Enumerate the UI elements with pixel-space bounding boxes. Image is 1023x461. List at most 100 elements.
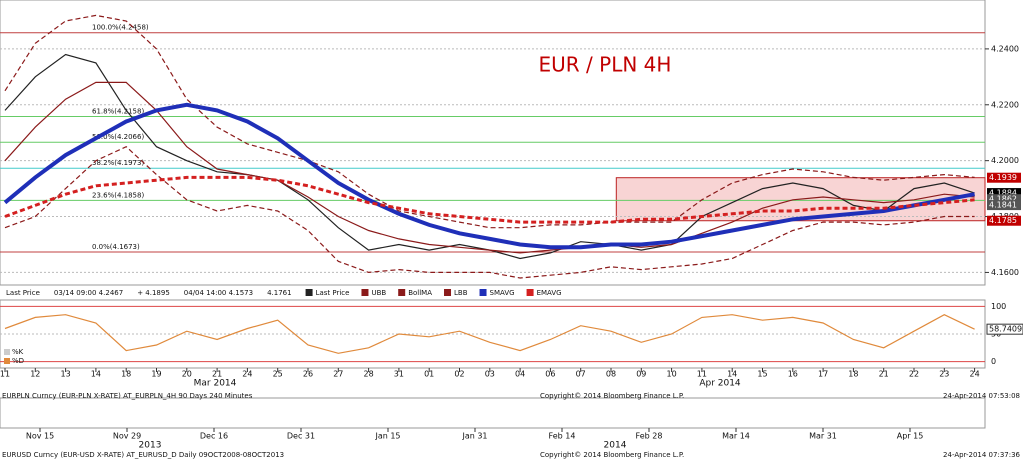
x-tick-label: 14 (727, 370, 737, 379)
x-tick-label: 24 (970, 370, 980, 379)
price-label: 4.1841 (989, 201, 1017, 210)
y-tick-label: 4.2400 (991, 44, 1019, 53)
x-tick-label: 10 (667, 370, 677, 379)
legend-swatch (398, 289, 406, 296)
legend-swatch (479, 289, 487, 296)
x-tick-label: 11 (697, 370, 707, 379)
x-tick-label: Dec 31 (287, 432, 315, 441)
x-tick-label: Jan 31 (461, 432, 487, 441)
x-tick-label: 04 (515, 370, 525, 379)
legend-swatch (526, 289, 534, 296)
x-tick-label: 15 (757, 370, 767, 379)
year-label: 2013 (139, 441, 162, 451)
price-label: 4.1939 (989, 173, 1017, 182)
footer-text: EURUSD Curncy (EUR-USD X-RATE) AT_EURUSD… (2, 451, 284, 459)
legend-text: UBB (371, 289, 386, 297)
price-label-box (987, 188, 1021, 199)
footer-text: EURPLN Curncy (EUR-PLN X-RATE) AT_EURPLN… (2, 392, 253, 400)
footer-text: Copyright© 2014 Bloomberg Finance L.P. (540, 392, 684, 400)
fib-label: 23.6%(4.1858) (92, 191, 144, 199)
last-value-label: 58.7409 (989, 325, 1022, 334)
legend-text: Last Price (6, 289, 40, 297)
legend-text: %D (12, 357, 24, 365)
x-tick-label: Dec 16 (200, 432, 228, 441)
x-tick-label: 23 (939, 370, 949, 379)
month-label: Mar 2014 (194, 379, 237, 389)
x-tick-label: Feb 28 (636, 432, 663, 441)
legend-swatch (361, 289, 369, 296)
legend-text: %K (12, 348, 24, 356)
x-tick-label: 17 (818, 370, 828, 379)
price-label: 4.1884 (989, 189, 1017, 198)
legend-swatch (444, 289, 452, 296)
x-tick-label: 07 (576, 370, 586, 379)
legend-text: BollMA (408, 289, 432, 297)
y-tick-label: 4.2200 (991, 100, 1019, 109)
x-tick-label: Feb 14 (549, 432, 576, 441)
x-tick-label: 18 (121, 370, 131, 379)
x-tick-label: Jan 15 (374, 432, 400, 441)
series-line (4, 175, 975, 224)
x-tick-label: 18 (848, 370, 858, 379)
legend-swatch (4, 349, 10, 355)
price-label: 4.1785 (989, 216, 1017, 225)
chart-title: EUR / PLN 4H (539, 53, 672, 77)
last-value-box (986, 323, 1023, 335)
footer-text: 24-Apr-2014 07:53:08 (943, 392, 1020, 400)
y-tick-label: 100 (991, 302, 1006, 311)
price-label-box (987, 215, 1021, 226)
x-tick-label: 12 (30, 370, 40, 379)
price-label-box (987, 172, 1021, 183)
legend-text: Last Price (316, 289, 350, 297)
footer-text: 24-Apr-2014 07:37:36 (943, 451, 1020, 459)
legend-text: LBB (454, 289, 468, 297)
lower-panel (0, 397, 986, 429)
fib-label: 0.0%(4.1673) (92, 243, 140, 251)
x-tick-label: 01 (424, 370, 434, 379)
price-label-box (987, 194, 1021, 205)
y-tick-label: 0 (991, 357, 996, 366)
x-tick-label: Mar 14 (722, 432, 750, 441)
y-tick-label: 4.2000 (991, 156, 1019, 165)
x-tick-label: 19 (151, 370, 161, 379)
x-tick-label: 31 (394, 370, 404, 379)
x-tick-label: Nov 15 (26, 432, 54, 441)
x-tick-label: 14 (91, 370, 101, 379)
x-tick-label: 11 (0, 370, 10, 379)
month-label: Apr 2014 (699, 379, 741, 389)
legend-swatch (305, 289, 313, 296)
legend-text: SMAVG (490, 289, 515, 297)
price-label-box (987, 200, 1021, 211)
x-tick-label: 09 (636, 370, 646, 379)
x-tick-label: 22 (909, 370, 919, 379)
series-line (4, 81, 975, 254)
x-tick-label: 16 (788, 370, 798, 379)
fib-label: 100.0%(4.2458) (92, 24, 149, 32)
legend-swatch (4, 358, 10, 364)
legend-text: EMAVG (537, 289, 562, 297)
price-label: 4.1862 (989, 195, 1017, 204)
fib-label: 38.2%(4.1973) (92, 159, 144, 167)
x-tick-label: 25 (273, 370, 283, 379)
x-tick-label: 21 (879, 370, 889, 379)
fib-label: 50.0%(4.2066) (92, 133, 144, 141)
series-line (4, 314, 975, 354)
legend-text: 4.1761 (267, 289, 292, 297)
y-tick-label: 4.1600 (991, 268, 1019, 277)
x-tick-label: 13 (61, 370, 71, 379)
year-label: 2014 (604, 441, 627, 451)
x-tick-label: 27 (333, 370, 343, 379)
x-tick-label: 21 (212, 370, 222, 379)
series-line (3, 102, 975, 250)
x-tick-label: Apr 15 (897, 432, 924, 441)
x-tick-label: 20 (182, 370, 192, 379)
footer-text: Copyright© 2014 Bloomberg Finance L.P. (540, 451, 684, 459)
x-tick-label: 26 (303, 370, 313, 379)
x-tick-label: Nov 29 (113, 432, 141, 441)
x-tick-label: 08 (606, 370, 616, 379)
series-line (4, 14, 975, 229)
x-tick-label: 02 (454, 370, 464, 379)
x-tick-label: Mar 31 (809, 432, 837, 441)
legend-text: 03/14 09:00 4.2467 (54, 289, 123, 297)
